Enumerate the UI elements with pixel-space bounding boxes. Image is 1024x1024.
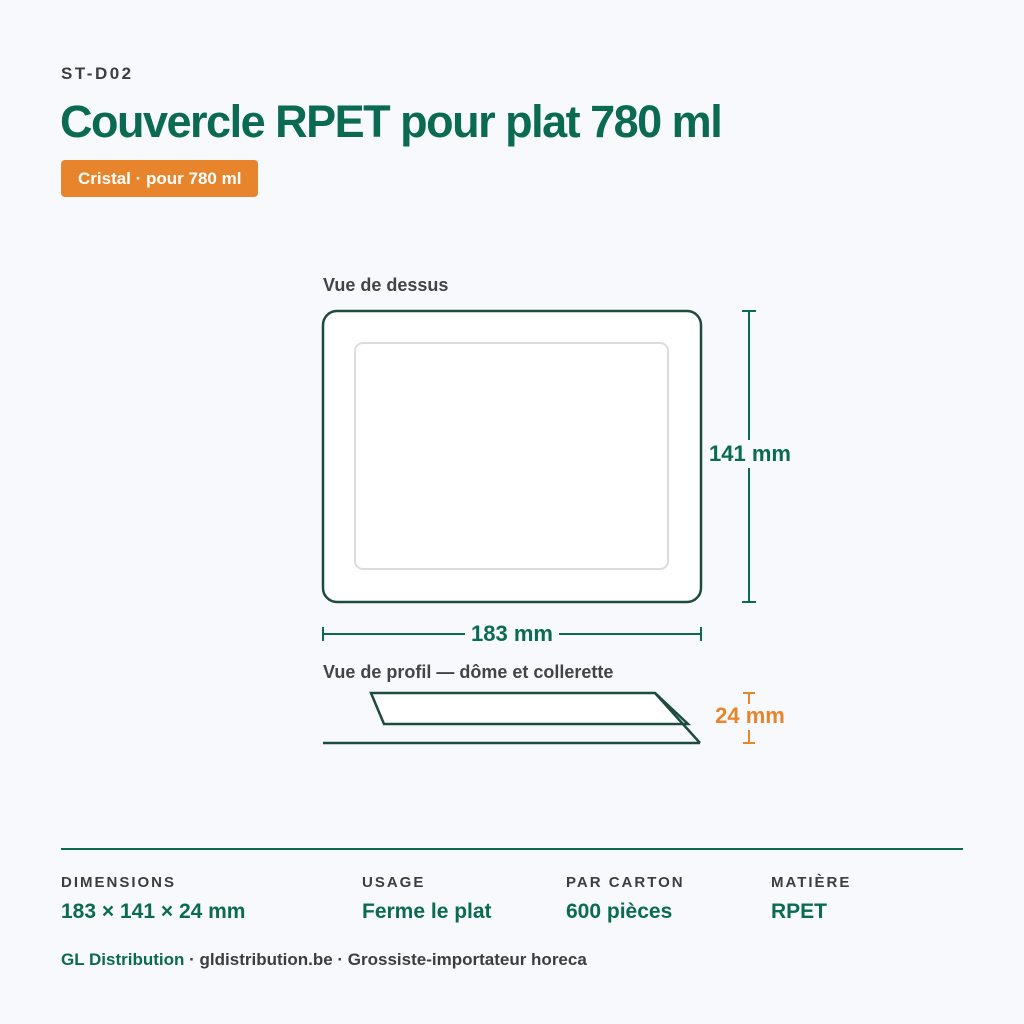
depth-label: 24 mm — [715, 703, 785, 728]
footer-brand: GL Distribution — [61, 950, 185, 969]
spec-label: USAGE — [362, 874, 426, 891]
title: Couvercle RPET pour plat 780 ml — [60, 96, 723, 147]
footer-text: · gldistribution.be · Grossiste-importat… — [189, 950, 587, 969]
label-bg — [703, 440, 795, 468]
spec-label: MATIÈRE — [771, 874, 852, 891]
profile-shape — [323, 691, 701, 745]
label-bg — [465, 620, 559, 648]
footer: GL Distribution · gldistribution.be · Gr… — [61, 950, 587, 970]
badge: Cristal · pour 780 ml — [61, 160, 259, 197]
label-bg — [708, 704, 790, 730]
lid-dome — [354, 342, 669, 570]
product-code: ST-D02 — [61, 64, 134, 83]
spec-label: DIMENSIONS — [61, 874, 177, 891]
divider — [61, 848, 963, 850]
spec-label: PAR CARTON — [566, 874, 685, 891]
spec-value: Ferme le plat — [362, 900, 492, 923]
width-label: 183 mm — [471, 621, 553, 646]
profile-view-label: Vue de profil — dôme et collerette — [323, 662, 613, 682]
top-view-label: Vue de dessus — [323, 275, 448, 295]
height-label: 141 mm — [709, 441, 791, 466]
spec-value: 183 × 141 × 24 mm — [61, 900, 246, 923]
spec-value: RPET — [771, 900, 828, 923]
spec-value: 600 pièces — [566, 900, 673, 923]
